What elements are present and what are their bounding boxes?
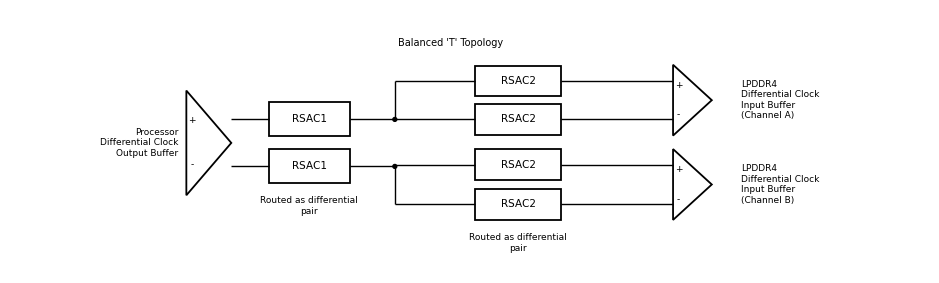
Bar bbox=[475, 149, 561, 180]
Text: RSAC2: RSAC2 bbox=[500, 76, 535, 86]
Bar bbox=[269, 149, 350, 183]
Circle shape bbox=[393, 117, 397, 121]
Text: LPDDR4
Differential Clock
Input Buffer
(Channel A): LPDDR4 Differential Clock Input Buffer (… bbox=[741, 80, 820, 120]
Text: -: - bbox=[191, 160, 193, 170]
Text: -: - bbox=[677, 195, 680, 204]
Bar bbox=[475, 66, 561, 96]
Circle shape bbox=[393, 164, 397, 168]
Text: Balanced 'T' Topology: Balanced 'T' Topology bbox=[398, 38, 503, 48]
Text: RSAC2: RSAC2 bbox=[500, 114, 535, 125]
Polygon shape bbox=[186, 91, 231, 195]
Text: +: + bbox=[675, 81, 683, 90]
Text: RSAC2: RSAC2 bbox=[500, 160, 535, 170]
Text: -: - bbox=[677, 111, 680, 119]
Polygon shape bbox=[673, 149, 712, 220]
Text: Routed as differential
pair: Routed as differential pair bbox=[260, 196, 358, 216]
Text: RSAC1: RSAC1 bbox=[292, 161, 327, 171]
Polygon shape bbox=[673, 65, 712, 136]
Bar bbox=[475, 189, 561, 220]
Text: +: + bbox=[675, 165, 683, 174]
Text: Routed as differential
pair: Routed as differential pair bbox=[470, 233, 567, 253]
Text: LPDDR4
Differential Clock
Input Buffer
(Channel B): LPDDR4 Differential Clock Input Buffer (… bbox=[741, 164, 820, 205]
Bar bbox=[269, 102, 350, 136]
Text: RSAC1: RSAC1 bbox=[292, 114, 327, 125]
Text: Processor
Differential Clock
Output Buffer: Processor Differential Clock Output Buff… bbox=[100, 128, 178, 158]
Text: +: + bbox=[188, 116, 195, 125]
Bar bbox=[475, 104, 561, 135]
Text: RSAC2: RSAC2 bbox=[500, 199, 535, 209]
